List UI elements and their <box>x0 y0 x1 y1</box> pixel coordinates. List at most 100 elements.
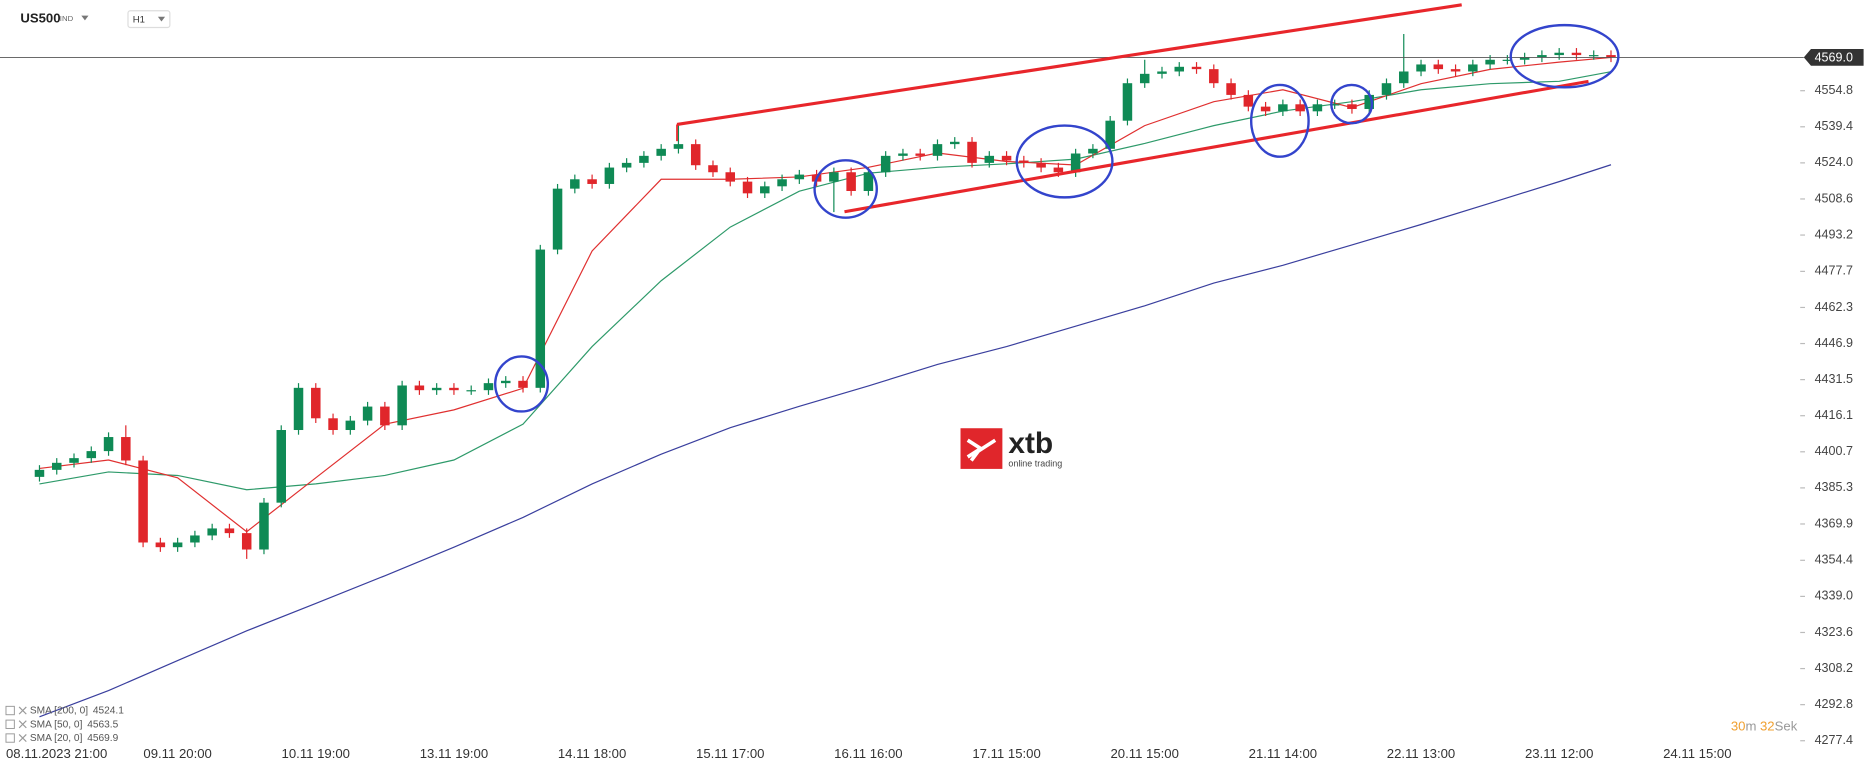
legend-remove <box>18 734 27 743</box>
plot: 4554.8 4539.4 4524.0 4508.6 4493.2 4477.7 4462… <box>0 33 1864 761</box>
candle-body <box>1364 94 1374 109</box>
y-tick-label: 4539.4 <box>1815 119 1853 133</box>
timer-seconds-unit: Sek <box>1775 719 1798 734</box>
candle-body <box>483 383 494 391</box>
candle-body <box>604 167 615 184</box>
x-tick-label: 22.11 13:00 <box>1387 746 1455 761</box>
channel-upper[interactable] <box>676 3 1462 126</box>
x-tick-label: 20.11 15:00 <box>1110 746 1178 761</box>
candle-body <box>121 437 131 461</box>
candle-body <box>449 387 459 391</box>
highlight-ellipse[interactable] <box>1015 124 1114 199</box>
candle-body <box>155 542 166 548</box>
y-tick-label: 4400.7 <box>1815 444 1853 458</box>
channel-lower[interactable] <box>844 79 1589 214</box>
timer-seconds: 32 <box>1760 719 1775 734</box>
candle-body <box>587 179 597 184</box>
legend-value: 4569.9 <box>87 733 118 744</box>
candle-body <box>1278 104 1288 112</box>
legend-entry: SMA [20, 0] 4569.9 <box>30 733 119 744</box>
candle-body <box>1105 120 1115 149</box>
y-tick-label: 4493.2 <box>1815 227 1853 241</box>
x-tick-label: 15.11 17:00 <box>696 746 764 761</box>
y-tick-label: 4339.0 <box>1815 589 1853 603</box>
legend-remove <box>18 720 27 729</box>
candle-body <box>880 155 891 173</box>
x-tick-label: 16.11 16:00 <box>834 746 902 761</box>
candle-body <box>1399 71 1409 84</box>
candle-body <box>1122 83 1133 121</box>
candle-body <box>51 462 62 470</box>
candle-body <box>431 387 442 391</box>
candle-body <box>1088 148 1098 154</box>
y-tick-label: 4524.0 <box>1815 155 1853 169</box>
highlight-ellipse[interactable] <box>494 355 550 413</box>
symbol[interactable]: US500 <box>20 11 60 26</box>
x-tick-label: 08.11.2023 21:00 <box>6 746 107 761</box>
x-tick-label: 13.11 19:00 <box>420 746 488 761</box>
y-tick-label: 4277.4 <box>1815 733 1853 747</box>
candle-body <box>984 155 995 163</box>
candle-body <box>207 528 217 536</box>
symbol-dropdown[interactable] <box>81 15 89 21</box>
candle-body <box>639 155 649 163</box>
candle-body <box>932 144 943 156</box>
candle-body <box>1571 52 1582 56</box>
x-tick-label: 21.11 14:00 <box>1249 746 1317 761</box>
timer-minutes: 30 <box>1731 719 1746 734</box>
candle-body <box>103 437 114 452</box>
y-tick-label: 4416.1 <box>1815 408 1853 422</box>
candle-body <box>621 162 632 168</box>
candle-body <box>466 390 476 392</box>
candle-body <box>794 174 805 180</box>
highlight-ellipse[interactable] <box>1249 83 1310 158</box>
y-tick-label: 4477.7 <box>1815 264 1853 278</box>
candle-body <box>898 153 908 156</box>
candle-body <box>1468 64 1478 72</box>
logo-tagline: online trading <box>1008 458 1062 468</box>
legend-name: SMA [20, 0] <box>30 733 83 744</box>
highlight-ellipse[interactable] <box>1330 83 1374 125</box>
candle-body <box>1053 167 1064 173</box>
interval[interactable]: H1 <box>133 14 145 25</box>
candle-body <box>1174 66 1185 72</box>
candle-body <box>414 385 425 391</box>
candle-body <box>1537 55 1547 58</box>
legend-entry: SMA [50, 0] 4563.5 <box>30 719 119 730</box>
legend-value: 4563.5 <box>87 719 118 730</box>
x-tick-label: 10.11 19:00 <box>282 746 350 761</box>
candle-body <box>725 172 736 182</box>
legend-icon <box>5 705 15 716</box>
x-tick-label: 17.11 15:00 <box>972 746 1040 761</box>
legend-value: 4524.1 <box>93 705 124 716</box>
x-tick-label: 09.11 20:00 <box>143 746 211 761</box>
candle-body <box>915 153 925 156</box>
candle-body <box>1070 153 1081 173</box>
y-tick-label: 4462.3 <box>1815 300 1853 314</box>
candle-body <box>1191 66 1202 70</box>
candle-body <box>1433 64 1444 70</box>
candle-body <box>241 533 252 550</box>
highlight-ellipse[interactable] <box>813 159 878 219</box>
x-tick-label: 23.11 12:00 <box>1525 746 1593 761</box>
candle-body <box>1329 104 1340 106</box>
candle-body <box>846 172 856 191</box>
candle-body <box>259 502 269 550</box>
current-price-label: 4569.0 <box>1815 50 1853 64</box>
y-tick-label: 4385.3 <box>1815 480 1853 494</box>
interval-dropdown[interactable] <box>157 16 166 22</box>
x-tick-label: 14.11 18:00 <box>558 746 626 761</box>
candle-body <box>69 458 79 463</box>
candle-body <box>276 430 286 503</box>
y-tick-label: 4431.5 <box>1815 372 1853 386</box>
highlight-ellipse[interactable] <box>1509 23 1620 89</box>
candle-body <box>1139 73 1150 84</box>
legend-remove <box>18 706 27 715</box>
interval-box[interactable] <box>127 10 171 29</box>
logo-text: xtb <box>1008 427 1053 460</box>
candle-body <box>345 420 356 431</box>
candle-body <box>293 387 304 431</box>
candle-body <box>1260 106 1271 112</box>
candle-body <box>1157 71 1167 74</box>
